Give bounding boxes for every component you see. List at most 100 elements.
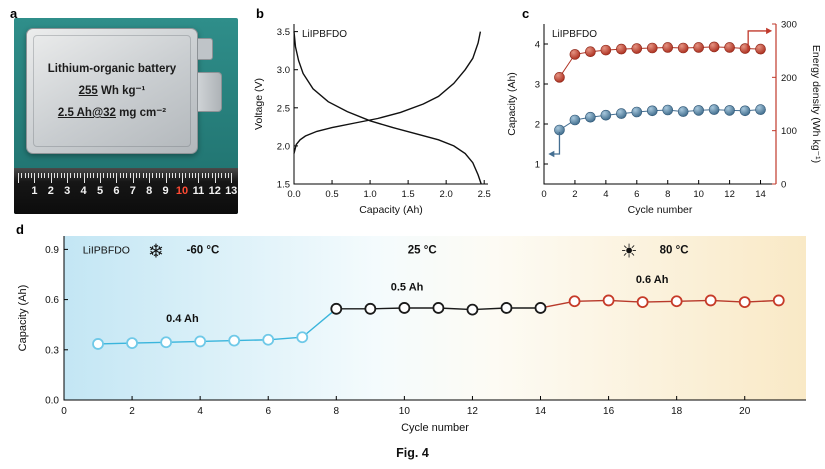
y-axis-label: Voltage (V) xyxy=(253,78,265,130)
temperature-gradient-bg xyxy=(64,236,806,400)
ruler-number: 11 xyxy=(192,185,205,197)
pouch-label-text: Lithium-organic battery 255 Wh kg⁻¹ 2.5 … xyxy=(33,35,191,147)
energy-point xyxy=(693,42,704,53)
x-axis-label: Capacity (Ah) xyxy=(359,204,423,216)
capacity-point xyxy=(755,104,766,115)
energy-point xyxy=(585,46,596,58)
y-tick-label: 0.9 xyxy=(45,245,59,256)
ruler-tick xyxy=(24,173,26,178)
energy-point xyxy=(646,42,658,54)
y-left-tick-label: 4 xyxy=(535,40,540,51)
ruler-tick xyxy=(136,173,138,178)
ruler-tick xyxy=(21,173,23,178)
y-tick-label: 0.6 xyxy=(45,295,59,306)
ruler-tick xyxy=(77,173,79,178)
ruler-tick xyxy=(168,173,170,178)
ruler-number: 3 xyxy=(64,185,71,197)
x-tick-label: 8 xyxy=(665,189,670,200)
capacity-point xyxy=(600,109,612,121)
data-point-25C xyxy=(398,302,411,314)
ruler-tick xyxy=(191,173,193,178)
y-right-axis-label: Energy density (Wh kg⁻¹) xyxy=(810,45,822,163)
cell-energy-density: 255 Wh kg⁻¹ xyxy=(78,85,146,97)
data-point-80C xyxy=(704,294,717,307)
y-tick-label: 0.0 xyxy=(45,396,59,407)
energy-point xyxy=(662,42,674,53)
data-point-25C xyxy=(330,302,343,315)
data-point-25C xyxy=(500,302,513,314)
temperature-label-minus-60C: -60 °C xyxy=(187,245,220,257)
ruler-tick xyxy=(149,173,151,183)
capacity-point xyxy=(569,114,581,126)
axes-b xyxy=(293,24,488,185)
x-tick-label: 0.0 xyxy=(287,189,300,200)
connector-cold-to-rt xyxy=(301,308,337,338)
material-annotation: LiIPBFDO xyxy=(302,29,347,40)
data-point-minus-60C xyxy=(126,337,138,350)
x-axis-label: Cycle number xyxy=(628,204,693,216)
ruler-tick xyxy=(159,173,161,178)
ruler-tick xyxy=(100,173,101,183)
ruler-tick xyxy=(37,173,39,178)
ruler-tick xyxy=(221,173,223,178)
ruler-number: 13 xyxy=(225,185,238,197)
ruler-tick xyxy=(106,173,108,178)
x-tick-label: 10 xyxy=(693,189,704,200)
data-point-25C xyxy=(534,302,547,314)
x-axis-label: Cycle number xyxy=(401,422,469,434)
y-tick-label: 3.5 xyxy=(277,27,290,38)
ruler-tick xyxy=(40,173,42,178)
pouch-cell: Lithium-organic battery 255 Wh kg⁻¹ 2.5 … xyxy=(26,28,198,154)
y-tick-label: 3.0 xyxy=(277,65,290,76)
x-tick-label: 2 xyxy=(572,189,577,200)
capacity-point xyxy=(724,105,735,116)
ruler-tick xyxy=(54,173,56,178)
capacity-annotation-minus-60C: 0.4 Ah xyxy=(166,313,199,325)
ruler-tick xyxy=(227,173,229,178)
ruler-number: 7 xyxy=(129,185,136,197)
capacity-annotation-25C: 0.5 Ah xyxy=(391,281,424,293)
ruler-tick xyxy=(93,173,95,178)
energy-point xyxy=(631,43,643,54)
ruler-tick xyxy=(201,173,203,178)
pouch-terminal-tab xyxy=(198,72,222,112)
ruler-tick xyxy=(178,173,180,178)
ruler-tick xyxy=(195,173,197,178)
material-annotation: LiIPBFDO xyxy=(83,245,130,257)
ruler-number: 6 xyxy=(113,185,120,197)
ruler-number: 5 xyxy=(96,185,104,197)
ruler-tick xyxy=(80,173,82,178)
curve-charge xyxy=(293,31,482,154)
pouch-top-tab xyxy=(198,38,213,60)
x-tick-label: 0 xyxy=(61,406,67,417)
ruler-tick xyxy=(126,173,128,178)
ruler-tick xyxy=(172,173,174,178)
ruler-tick xyxy=(103,173,105,178)
ruler-tick xyxy=(50,173,52,183)
x-tick-label: 20 xyxy=(739,406,751,417)
ruler-tick xyxy=(145,173,147,178)
chart-d-content: 0 2 4 6 8 10 12 14 16 18 20 0.0 0.3 0.6 0.9 Cycle numbe… xyxy=(17,236,806,434)
data-point-minus-60C xyxy=(228,334,241,347)
data-point-80C xyxy=(772,294,785,307)
chart-b-content: 0.0 0.5 1.0 1.5 2.0 2.5 1.5 2.0 2.5 3.0 3.5 Capacit… xyxy=(253,24,491,216)
x-tick-label: 1.0 xyxy=(363,189,376,200)
x-tick-label: 14 xyxy=(755,189,766,200)
ruler-tick xyxy=(188,173,190,178)
ruler-tick xyxy=(155,173,157,178)
y-left-tick-label: 3 xyxy=(535,80,540,91)
left-axis-arrowhead-icon xyxy=(548,150,555,158)
ruler-tick xyxy=(175,173,177,178)
x-tick-label: 2 xyxy=(129,406,135,417)
data-point-minus-60C xyxy=(92,338,104,350)
ruler-tick xyxy=(60,173,62,178)
x-tick-label: 12 xyxy=(724,189,735,200)
x-tick-label: 2.0 xyxy=(440,189,453,200)
data-point-minus-60C xyxy=(262,333,275,346)
right-axis-arrow xyxy=(747,30,768,51)
energy-point xyxy=(755,43,766,55)
ruler-tick xyxy=(113,173,115,178)
ruler-tick xyxy=(208,173,210,178)
